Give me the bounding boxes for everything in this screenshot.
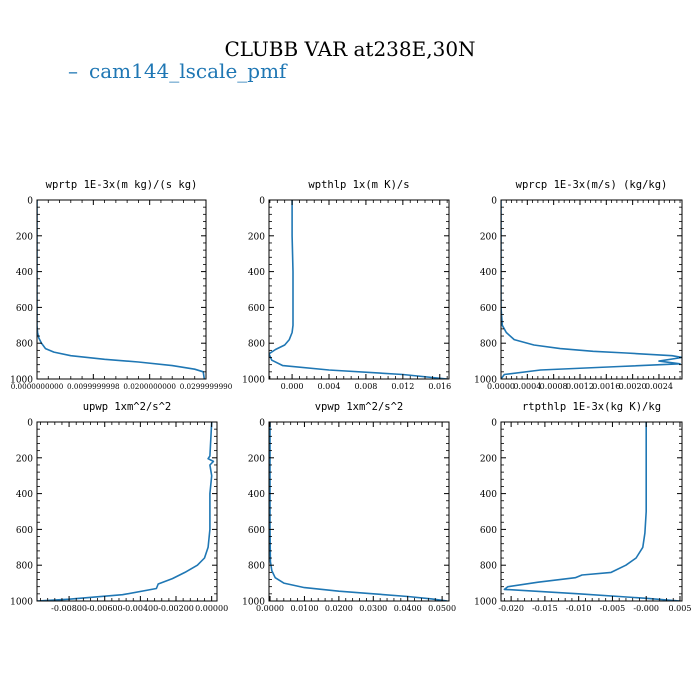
y-tick-label: 400 xyxy=(248,268,265,278)
x-tick-label: 0.0020 xyxy=(619,382,647,391)
chart-panel-2: wpthlp 1x(m K)/s 0 200 400 600 800 1000 0.000 0.… xyxy=(242,179,451,391)
x-tick-label: -0.00200 xyxy=(158,604,194,613)
y-tick-label: 0 xyxy=(27,197,33,207)
y-tick-label: 1000 xyxy=(474,598,497,608)
x-tick-label: 0.0200000000 xyxy=(123,382,176,391)
y-tick-label: 1000 xyxy=(474,376,497,386)
y-tick-label: 600 xyxy=(480,526,497,536)
y-tick-label: 600 xyxy=(248,304,265,314)
x-tick-label: 0.0299999990 xyxy=(180,382,233,391)
x-tick-label: 0.0024 xyxy=(645,382,673,391)
y-tick-label: 200 xyxy=(16,454,33,464)
y-tick-label: 400 xyxy=(16,490,33,500)
x-tick-label: 0.00000 xyxy=(195,604,228,613)
chart-panel-3: wprcp 1E-3x(m/s) (kg/kg) 0 200 400 600 800 100… xyxy=(474,179,683,391)
chart-panel-6: rtpthlp 1E-3x(kg K)/kg02004006008001000-… xyxy=(474,401,691,613)
y-tick-label: 1000 xyxy=(242,376,265,386)
panel-title: vpwp 1xm^2/s^2 xyxy=(315,401,404,413)
y-tick-label: 400 xyxy=(248,490,265,500)
x-tick-label: 0.0000000000 xyxy=(11,382,64,391)
x-tick-label: 0.005 xyxy=(669,604,692,613)
x-tick-label: 0.0000 xyxy=(256,604,284,613)
y-tick-label: 800 xyxy=(248,562,265,572)
x-tick-label: -0.00600 xyxy=(87,604,123,613)
x-tick-label: 0.004 xyxy=(318,382,341,391)
legend-symbol: – xyxy=(68,59,78,83)
x-tick-label: 0.0300 xyxy=(359,604,387,613)
plot-frame xyxy=(268,421,450,602)
y-tick-label: 400 xyxy=(480,268,497,278)
x-tick-label: -0.010 xyxy=(566,604,592,613)
x-tick-label: -0.00400 xyxy=(122,604,158,613)
y-tick-label: 1000 xyxy=(242,598,265,608)
x-tick-label: -0.000 xyxy=(633,604,659,613)
x-tick-label: 0.0004 xyxy=(513,382,541,391)
x-tick-label: -0.00800 xyxy=(51,604,87,613)
series-line-1 xyxy=(37,200,206,379)
y-tick-label: 600 xyxy=(16,304,33,314)
x-tick-label: -0.020 xyxy=(498,604,524,613)
series-line-1 xyxy=(501,200,682,379)
y-tick-label: 800 xyxy=(480,562,497,572)
chart-panel-4: upwp 1xm^2/s^202004006008001000-0.00800-… xyxy=(10,401,228,613)
y-tick-label: 200 xyxy=(248,232,265,242)
plot-frame xyxy=(500,421,683,602)
y-tick-label: 600 xyxy=(248,526,265,536)
series-line-1 xyxy=(269,422,448,601)
legend: – cam144_lscale_pmf xyxy=(68,59,288,83)
x-tick-label: 0.0012 xyxy=(566,382,594,391)
legend-label: cam144_lscale_pmf xyxy=(89,59,288,83)
x-tick-label: 0.0500 xyxy=(428,604,456,613)
x-tick-label: 0.0008 xyxy=(540,382,568,391)
plot-frame xyxy=(36,421,218,602)
series-line-1 xyxy=(503,422,681,601)
y-tick-label: 200 xyxy=(248,454,265,464)
y-tick-label: 600 xyxy=(16,526,33,536)
x-tick-label: 0.000 xyxy=(281,382,304,391)
panel-title: wpthlp 1x(m K)/s xyxy=(308,179,409,191)
y-tick-label: 200 xyxy=(16,232,33,242)
y-tick-label: 400 xyxy=(480,490,497,500)
x-tick-label: 0.0016 xyxy=(592,382,620,391)
y-tick-label: 0 xyxy=(491,419,497,429)
plot-frame xyxy=(500,199,683,380)
plot-frame xyxy=(268,199,450,380)
y-tick-label: 400 xyxy=(16,268,33,278)
y-tick-label: 1000 xyxy=(10,376,33,386)
panel-title: rtpthlp 1E-3x(kg K)/kg xyxy=(522,401,661,413)
y-tick-label: 800 xyxy=(480,340,497,350)
series-line-1 xyxy=(37,422,215,601)
figure-title: CLUBB VAR at238E,30N xyxy=(224,37,475,61)
chart-panel-1: wprtp 1E-3x(m kg)/(s kg) 0 200 400 600 800 100… xyxy=(10,179,233,391)
x-tick-label: 0.012 xyxy=(391,382,414,391)
y-tick-label: 0 xyxy=(259,419,265,429)
y-tick-label: 800 xyxy=(16,562,33,572)
x-tick-label: 0.0200 xyxy=(325,604,353,613)
panel-title: wprtp 1E-3x(m kg)/(s kg) xyxy=(46,179,198,191)
y-tick-label: 0 xyxy=(27,419,33,429)
y-tick-label: 200 xyxy=(480,454,497,464)
panels: wprtp 1E-3x(m kg)/(s kg) 0 200 400 600 800 100… xyxy=(10,179,691,613)
y-tick-label: 0 xyxy=(491,197,497,207)
plot-frame xyxy=(36,199,207,380)
x-tick-label: -0.015 xyxy=(532,604,558,613)
x-tick-label: -0.005 xyxy=(600,604,626,613)
panel-title: upwp 1xm^2/s^2 xyxy=(83,401,172,413)
x-tick-label: 0.008 xyxy=(354,382,377,391)
y-tick-label: 800 xyxy=(248,340,265,350)
y-tick-label: 200 xyxy=(480,232,497,242)
y-tick-label: 800 xyxy=(16,340,33,350)
x-tick-label: 0.0400 xyxy=(394,604,422,613)
series-line-1 xyxy=(269,200,448,379)
y-tick-label: 600 xyxy=(480,304,497,314)
x-tick-label: 0.0000 xyxy=(487,382,515,391)
panel-title: wprcp 1E-3x(m/s) (kg/kg) xyxy=(516,179,668,191)
y-tick-label: 0 xyxy=(259,197,265,207)
x-tick-label: 0.0100 xyxy=(290,604,318,613)
x-tick-label: 0.016 xyxy=(428,382,451,391)
y-tick-label: 1000 xyxy=(10,598,33,608)
x-tick-label: 0.0099999998 xyxy=(67,382,120,391)
